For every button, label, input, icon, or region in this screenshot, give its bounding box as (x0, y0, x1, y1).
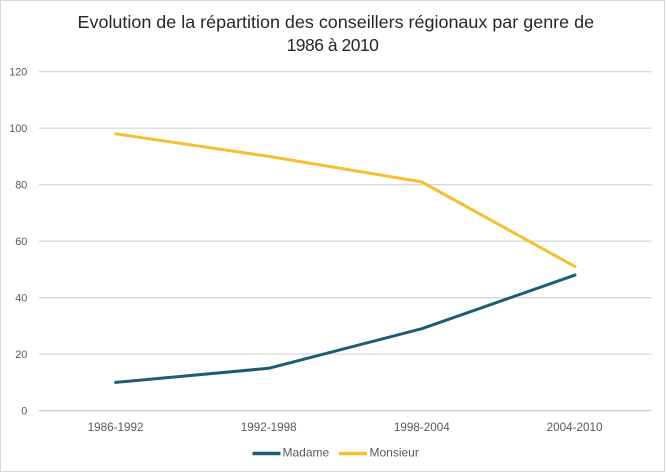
svg-text:1986 à 2010: 1986 à 2010 (287, 35, 380, 55)
svg-text:Monsieur: Monsieur (370, 446, 419, 460)
svg-text:Madame: Madame (283, 446, 330, 460)
svg-text:120: 120 (9, 67, 27, 79)
svg-text:80: 80 (15, 180, 27, 192)
svg-text:1998-2004: 1998-2004 (394, 421, 450, 434)
svg-text:0: 0 (21, 406, 27, 418)
svg-text:40: 40 (15, 293, 27, 305)
svg-text:Evolution de la répartition de: Evolution de la répartition des conseill… (78, 12, 595, 32)
svg-text:2004-2010: 2004-2010 (547, 421, 603, 434)
svg-text:20: 20 (15, 349, 27, 361)
svg-text:60: 60 (15, 236, 27, 248)
svg-text:100: 100 (9, 123, 27, 135)
svg-text:1986-1992: 1986-1992 (88, 421, 144, 434)
svg-text:1992-1998: 1992-1998 (241, 421, 297, 434)
